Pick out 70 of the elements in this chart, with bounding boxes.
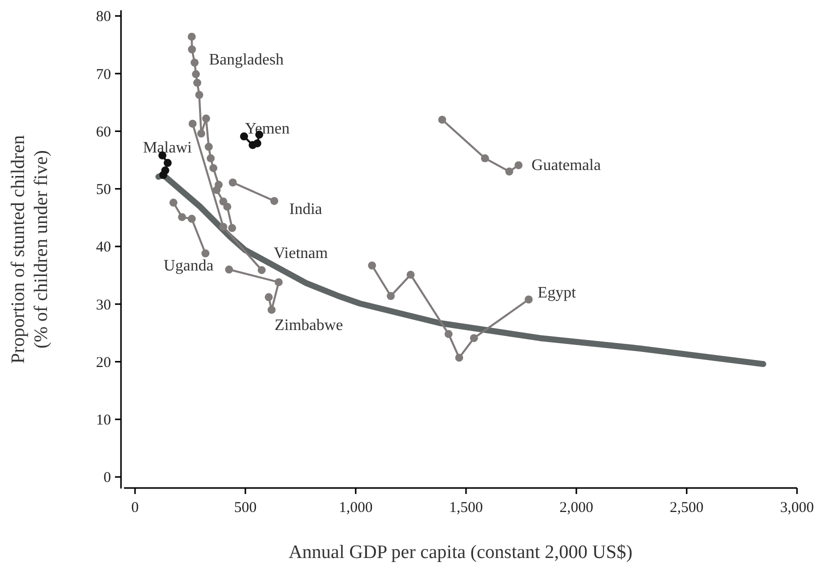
point (270, 196, 278, 205)
x-tick-label: 2,500 (670, 500, 704, 516)
point (188, 214, 196, 223)
y-tick-label: 30 (96, 297, 111, 314)
point (169, 198, 178, 207)
point (240, 132, 248, 140)
series-label: India (289, 200, 322, 218)
point (505, 168, 514, 176)
y-tick-label: 10 (96, 412, 111, 429)
point (455, 354, 464, 362)
point (201, 249, 210, 258)
y-tick-label: 40 (96, 240, 111, 256)
point (204, 142, 213, 151)
point (195, 90, 204, 99)
x-axis-title: Annual GDP per capita (constant 2,000 US$) (288, 542, 632, 563)
series-label: Guatemala (532, 157, 601, 174)
series-label: Yemen (245, 120, 290, 138)
point (228, 224, 236, 232)
point (470, 334, 478, 342)
y-tick-label: 0 (104, 470, 111, 486)
point (444, 330, 453, 338)
point (192, 70, 200, 78)
point (438, 116, 446, 124)
x-tick-label: 1,000 (338, 500, 373, 516)
y-tick-label: 20 (96, 354, 111, 371)
y-tick-label: 50 (96, 182, 111, 198)
x-tick-label: 3,000 (780, 500, 814, 516)
point (219, 198, 228, 206)
x-tick-label: 500 (234, 500, 257, 516)
y-tick-label: 60 (96, 124, 111, 140)
point (258, 266, 266, 274)
point (188, 32, 196, 41)
point (219, 222, 228, 231)
point (386, 292, 395, 300)
point (274, 278, 283, 286)
point (268, 306, 276, 314)
y-tick-label: 80 (96, 9, 111, 26)
point (264, 293, 273, 302)
point (524, 295, 533, 304)
point (228, 178, 237, 187)
point (188, 120, 197, 128)
y-tick-label: 70 (96, 66, 111, 83)
x-tick-label: 1,500 (449, 500, 483, 516)
series-label: Zimbabwe (274, 316, 344, 334)
point (406, 270, 415, 279)
point (225, 266, 234, 274)
point (197, 130, 206, 138)
point (223, 202, 232, 211)
series-label: Vietnam (274, 245, 328, 262)
x-tick-label: 2,000 (559, 500, 594, 516)
point (253, 139, 262, 148)
series-label: Egypt (538, 284, 576, 302)
point (190, 58, 199, 67)
point (209, 164, 218, 172)
series-label: Uganda (164, 257, 214, 274)
point (188, 45, 196, 54)
point (159, 171, 168, 180)
point (368, 261, 376, 270)
series-label: Malawi (142, 139, 192, 156)
y-axis-title: Proportion of stunted children (% of children under five) (8, 134, 52, 364)
point (178, 213, 186, 222)
point (193, 78, 202, 87)
point (212, 186, 221, 194)
x-tick-label: 0 (131, 500, 139, 516)
point (202, 114, 210, 123)
point (514, 161, 523, 170)
point (480, 154, 489, 162)
point (206, 154, 215, 162)
point (164, 158, 172, 167)
series-label: Bangladesh (208, 51, 284, 68)
